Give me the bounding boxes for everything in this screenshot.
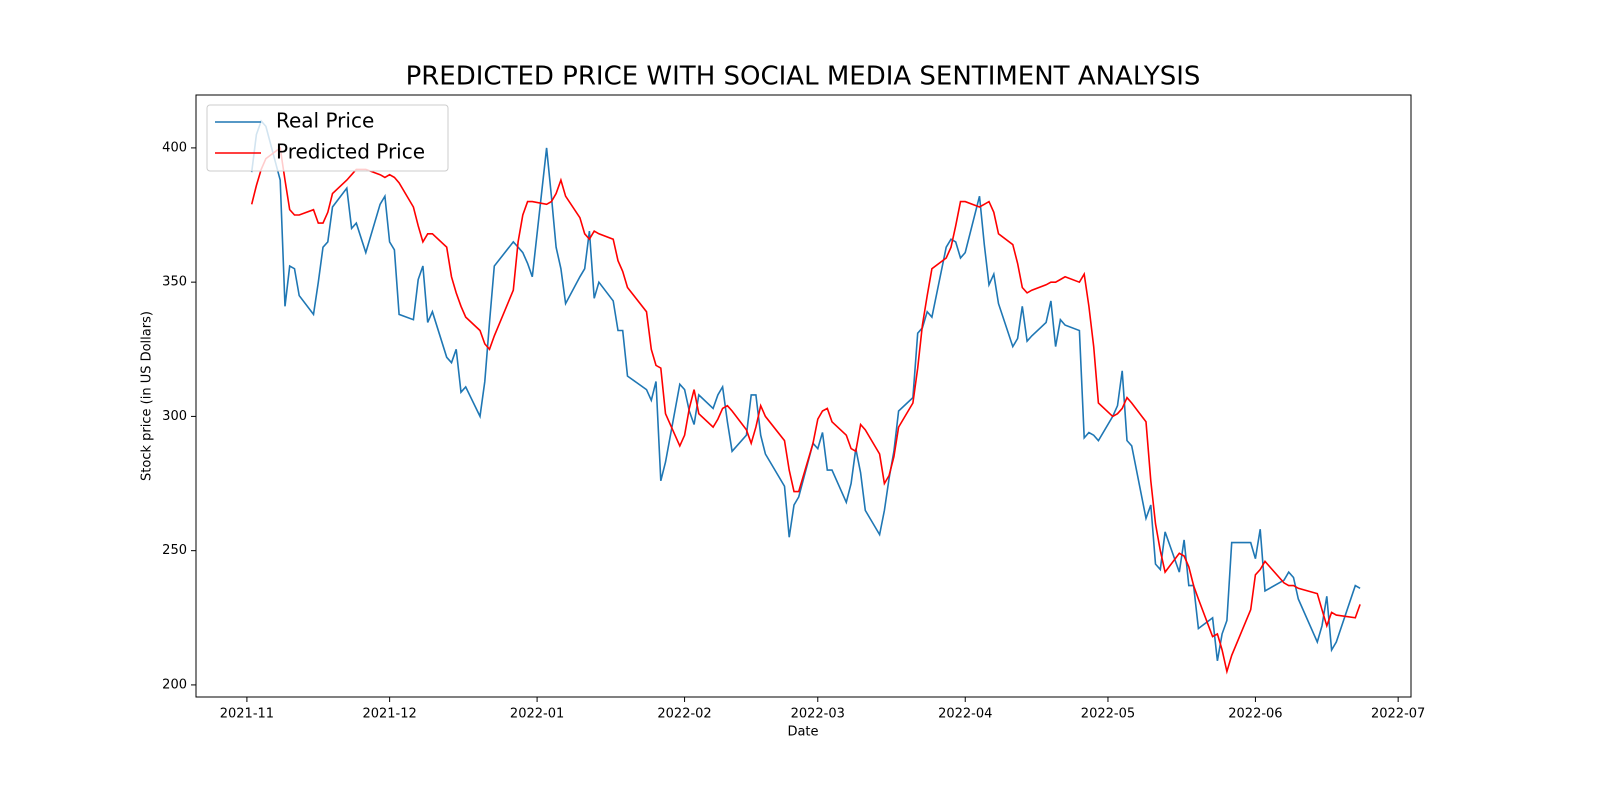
x-tick-label: 2022-04 bbox=[938, 707, 992, 722]
y-tick-label: 250 bbox=[162, 543, 187, 558]
x-tick-label: 2022-03 bbox=[791, 707, 845, 722]
x-tick-label: 2022-07 bbox=[1371, 707, 1425, 722]
legend-box bbox=[206, 104, 449, 172]
y-tick-label: 200 bbox=[162, 677, 187, 692]
x-tick-label: 2022-01 bbox=[510, 707, 564, 722]
line bbox=[250, 146, 1361, 675]
y-tick-label: 400 bbox=[162, 140, 187, 155]
legend-label: Real Price bbox=[276, 109, 374, 133]
chart-title: PREDICTED PRICE WITH SOCIAL MEDIA SENTIM… bbox=[406, 62, 1201, 92]
x-tick-label: 2022-02 bbox=[657, 707, 711, 722]
y-tick-label: 350 bbox=[162, 275, 187, 290]
y-tick-label: 300 bbox=[162, 409, 187, 424]
legend-label: Predicted Price bbox=[276, 140, 425, 164]
x-tick-label: 2021-12 bbox=[362, 707, 416, 722]
x-tick-label: 2022-06 bbox=[1228, 707, 1282, 722]
plot-frame bbox=[195, 94, 1412, 698]
y-axis-label: Stock price (in US Dollars) bbox=[140, 311, 155, 481]
x-axis-label: Date bbox=[787, 725, 818, 740]
x-tick-label: 2021-11 bbox=[220, 707, 274, 722]
x-tick-label: 2022-05 bbox=[1081, 707, 1135, 722]
